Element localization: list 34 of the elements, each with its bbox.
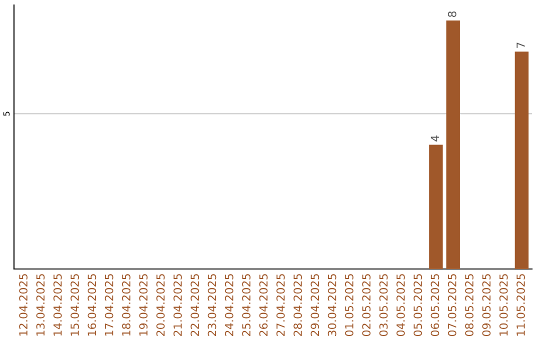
x-tick-label: 02.05.2025 xyxy=(362,274,371,336)
x-tick-label: 20.04.2025 xyxy=(156,274,165,336)
x-tick-label: 06.05.2025 xyxy=(430,274,440,336)
x-tick-label: 08.05.2025 xyxy=(465,274,474,336)
x-tick-label: 23.04.2025 xyxy=(208,274,216,336)
x-tick-label: 01.05.2025 xyxy=(345,274,354,336)
x-tick-label: 28.04.2025 xyxy=(294,274,302,336)
x-tick-label: 24.04.2025 xyxy=(224,274,234,336)
x-tick-label: 04.05.2025 xyxy=(396,274,405,336)
x-tick-label: 11.05.2025 xyxy=(516,274,525,336)
y-tick-label: 5 xyxy=(3,112,10,116)
x-tick-label: 30.04.2025 xyxy=(328,274,336,336)
data-label: 8 xyxy=(448,11,456,17)
x-tick-label: 13.04.2025 xyxy=(36,274,45,336)
x-tick-label: 10.05.2025 xyxy=(499,274,508,336)
x-tick-label: 22.04.2025 xyxy=(190,274,200,336)
data-label: 7 xyxy=(516,42,525,48)
x-tick-label: 12.04.2025 xyxy=(19,274,28,336)
x-tick-label: 05.05.2025 xyxy=(414,274,422,336)
x-tick-label: 27.04.2025 xyxy=(276,274,285,336)
x-tick-label: 25.04.2025 xyxy=(242,274,250,336)
x-tick-label: 29.04.2025 xyxy=(310,274,320,336)
data-label: 4 xyxy=(430,136,440,142)
x-tick-label: 03.05.2025 xyxy=(379,274,388,336)
x-tick-label: 16.04.2025 xyxy=(88,274,96,336)
x-tick-label: 09.05.2025 xyxy=(482,274,491,336)
x-tick-label: 18.04.2025 xyxy=(122,274,130,336)
x-tick-label: 19.04.2025 xyxy=(139,274,148,336)
x-tick-label: 14.04.2025 xyxy=(53,274,62,336)
x-tick-label: 26.04.2025 xyxy=(259,274,268,336)
x-tick-label: 07.05.2025 xyxy=(448,274,456,336)
x-tick-label: 15.04.2025 xyxy=(70,274,79,336)
x-tick-label: 21.04.2025 xyxy=(173,274,182,336)
x-tick-label: 17.04.2025 xyxy=(104,274,114,336)
